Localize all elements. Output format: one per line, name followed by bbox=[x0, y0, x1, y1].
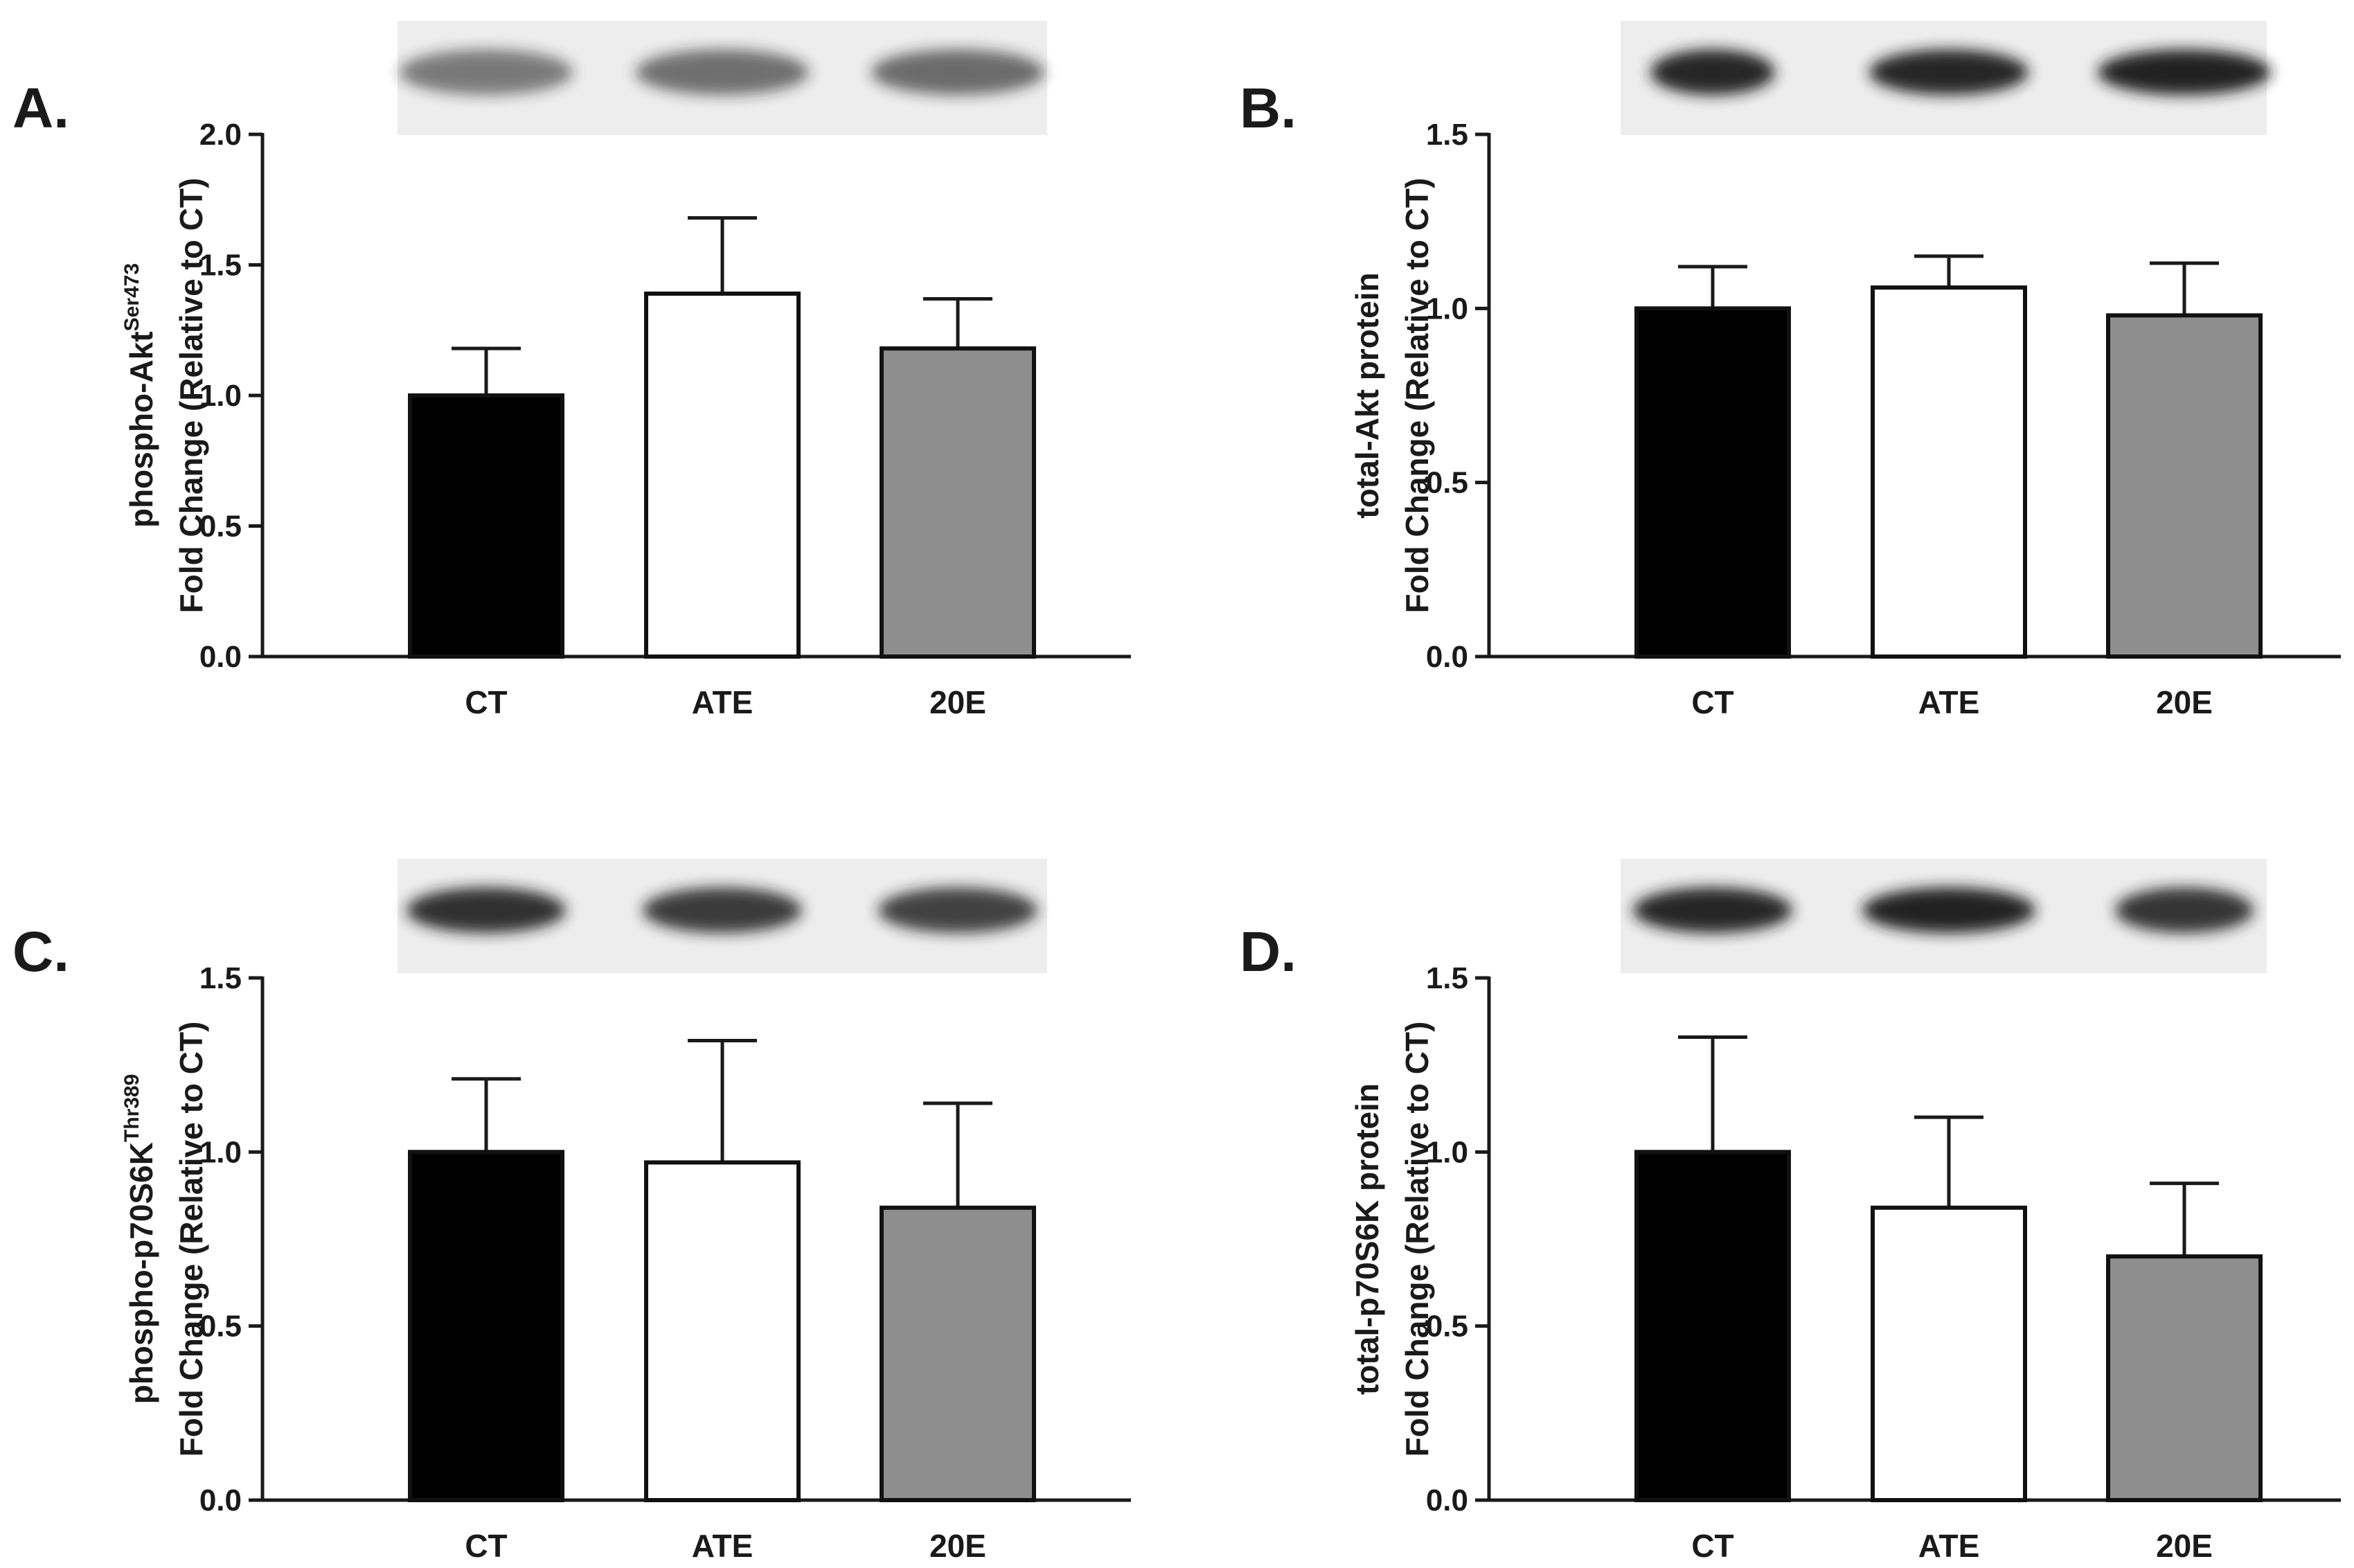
x-tick-label-ate: ATE bbox=[692, 1528, 754, 1564]
y-tick-label: 1.5 bbox=[199, 961, 242, 995]
panel-letter: C. bbox=[12, 920, 69, 983]
y-tick-label: 1.0 bbox=[199, 1135, 242, 1169]
y-tick-label: 0.0 bbox=[199, 1484, 242, 1517]
x-tick-label-ct: CT bbox=[1691, 1528, 1733, 1564]
bar-20e bbox=[880, 1205, 1036, 1502]
blot-band-ate bbox=[636, 49, 809, 96]
bar-20e bbox=[880, 346, 1036, 659]
blot-band-ct bbox=[400, 49, 573, 96]
y-axis-label-main: phospho-Akt bbox=[123, 331, 159, 528]
x-tick-label-ate: ATE bbox=[692, 684, 754, 720]
bar-ct bbox=[408, 1150, 564, 1503]
y-tick-label: 1.5 bbox=[199, 249, 242, 283]
panel-letter: B. bbox=[1240, 77, 1296, 140]
y-axis-label-line2: Fold Change (Relative to CT) bbox=[173, 1022, 209, 1457]
blot-band-20e bbox=[2115, 887, 2254, 934]
y-tick-label: 0.5 bbox=[1426, 466, 1468, 500]
y-axis-label-line1: phospho-p70S6KThr389 bbox=[121, 1074, 159, 1405]
y-axis-label-line1: total-p70S6K protein bbox=[1349, 1083, 1385, 1395]
bar-20e bbox=[2106, 313, 2263, 659]
bar-ct bbox=[1634, 306, 1791, 659]
bar-ct bbox=[1634, 1150, 1791, 1503]
y-tick-label: 1.5 bbox=[1426, 118, 1468, 152]
blot-band-20e bbox=[871, 49, 1044, 96]
blot-band-ate bbox=[643, 887, 802, 934]
panel-c: C. 0.0 0.5 1.0 1.5 CT ATE 20E phospho-p70S6KThr3… bbox=[12, 859, 1131, 1564]
x-tick-label-20e: 20E bbox=[2156, 1528, 2213, 1564]
y-axis-label-main: phospho-p70S6K bbox=[123, 1142, 159, 1404]
x-tick-label-ct: CT bbox=[465, 684, 507, 720]
bar-20e bbox=[2106, 1254, 2263, 1502]
y-tick-label: 0.0 bbox=[1426, 1484, 1468, 1517]
blot-band-ct bbox=[1633, 887, 1792, 934]
y-axis-label-line2: Fold Change (Relative to CT) bbox=[1399, 1022, 1435, 1457]
y-axis-label-line2: Fold Change (Relative to CT) bbox=[1399, 178, 1435, 614]
y-tick-label: 0.0 bbox=[1426, 640, 1468, 674]
y-tick-label: 1.0 bbox=[1426, 1135, 1468, 1169]
y-axis-label-superscript: Thr389 bbox=[121, 1074, 143, 1142]
y-axis-label-main: total-Akt protein bbox=[1349, 272, 1385, 518]
blot-band-20e bbox=[2098, 49, 2271, 96]
panel-letter: D. bbox=[1240, 920, 1296, 983]
y-tick-label: 0.5 bbox=[199, 1310, 242, 1344]
y-tick-label: 0.5 bbox=[1426, 1310, 1468, 1344]
y-tick-label: 2.0 bbox=[199, 118, 242, 152]
y-tick-label: 1.0 bbox=[1426, 292, 1468, 326]
blot-band-ate bbox=[1869, 49, 2028, 96]
y-axis-label-main: total-p70S6K protein bbox=[1349, 1083, 1385, 1395]
bar-ate bbox=[1871, 285, 2027, 659]
y-axis-label-line1: total-Akt protein bbox=[1349, 272, 1385, 518]
panel-a: A. 0.0 0.5 1.0 1.5 2.0 CT ATE 20E phospho-AktSer4… bbox=[12, 21, 1131, 720]
bar-ate bbox=[644, 1160, 801, 1502]
y-tick-label: 0.5 bbox=[199, 510, 242, 544]
y-tick-label: 0.0 bbox=[199, 640, 242, 674]
bar-ate bbox=[1871, 1205, 2027, 1502]
panel-b: B. 0.0 0.5 1.0 1.5 CT ATE 20E total-Akt protein F… bbox=[1240, 21, 2341, 720]
x-tick-label-ct: CT bbox=[465, 1528, 507, 1564]
y-axis-label-line2: Fold Change (Relative to CT) bbox=[173, 178, 209, 614]
bar-ct bbox=[408, 393, 564, 659]
panel-letter: A. bbox=[12, 77, 69, 140]
blot-band-ct bbox=[407, 887, 566, 934]
bar-ate bbox=[644, 291, 801, 659]
blot-band-ct bbox=[1650, 49, 1775, 96]
y-axis-label-superscript: Ser473 bbox=[121, 263, 143, 331]
y-tick-label: 1.5 bbox=[1426, 961, 1468, 995]
panel-d: D. 0.0 0.5 1.0 1.5 CT ATE 20E total-p70S6K prote… bbox=[1240, 859, 2341, 1564]
x-tick-label-20e: 20E bbox=[929, 684, 986, 720]
x-tick-label-20e: 20E bbox=[929, 1528, 986, 1564]
y-axis-label-line1: phospho-AktSer473 bbox=[121, 263, 159, 528]
blot-band-ate bbox=[1862, 887, 2035, 934]
x-tick-label-20e: 20E bbox=[2156, 684, 2213, 720]
blot-band-20e bbox=[878, 887, 1037, 934]
y-tick-label: 1.0 bbox=[199, 379, 242, 413]
x-tick-label-ct: CT bbox=[1691, 684, 1733, 720]
x-tick-label-ate: ATE bbox=[1918, 684, 1980, 720]
x-tick-label-ate: ATE bbox=[1918, 1528, 1980, 1564]
